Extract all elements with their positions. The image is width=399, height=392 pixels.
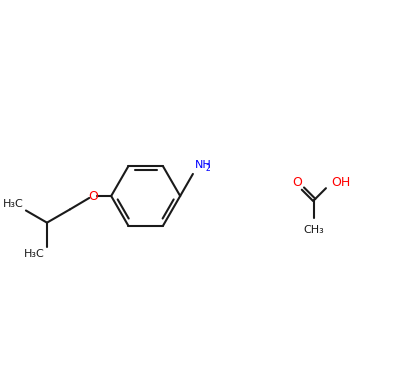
Text: H₃C: H₃C xyxy=(24,249,45,259)
Text: 2: 2 xyxy=(205,164,210,173)
Text: CH₃: CH₃ xyxy=(304,225,325,236)
Text: O: O xyxy=(88,189,98,203)
Text: NH: NH xyxy=(195,160,211,170)
Text: O: O xyxy=(292,176,302,189)
Text: H₃C: H₃C xyxy=(3,199,24,209)
Text: OH: OH xyxy=(332,176,351,189)
